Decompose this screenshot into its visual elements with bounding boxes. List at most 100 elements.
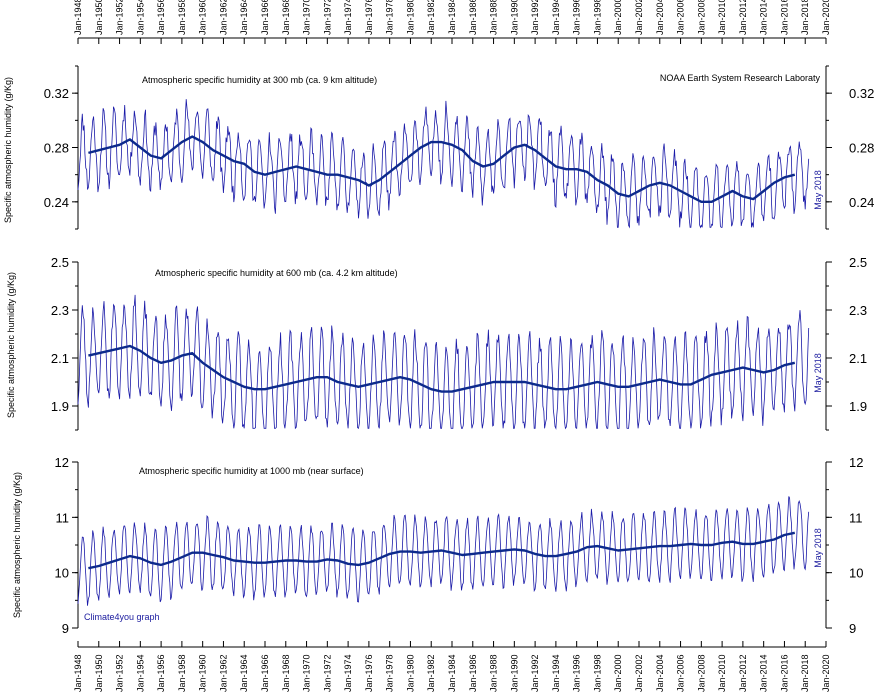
x-tick-label: Jan-2014: [759, 654, 769, 692]
panel-1000mb: Atmospheric specific humidity at 1000 mb…: [12, 455, 863, 636]
x-tick-label: Jan-2002: [634, 654, 644, 692]
x-tick-label: Jan-2008: [696, 654, 706, 692]
y-tick-label-right: 0.32: [849, 86, 874, 101]
x-tick-label: Jan-1996: [572, 654, 582, 692]
y-tick-label-left: 2.5: [51, 255, 69, 270]
date-label: May 2018: [813, 528, 823, 568]
y-tick-label-left: 12: [55, 455, 69, 470]
x-tick-label: Jan-1992: [530, 0, 540, 35]
x-tick-label: Jan-2020: [821, 0, 831, 35]
x-tick-label: Jan-2004: [655, 654, 665, 692]
monthly-series-line: [77, 99, 810, 229]
panel-300mb: Atmospheric specific humidity at 300 mb …: [3, 65, 874, 230]
x-tick-label: Jan-2010: [717, 0, 727, 35]
y-tick-label-right: 11: [849, 510, 863, 525]
y-tick-label-left: 2.3: [51, 303, 69, 318]
x-tick-label: Jan-1994: [551, 0, 561, 35]
y-tick-label-left: 11: [56, 510, 70, 525]
x-tick-label: Jan-1976: [364, 0, 374, 35]
x-tick-label: Jan-1998: [592, 0, 602, 35]
y-tick-label-right: 2.5: [849, 255, 867, 270]
y-tick-label-left: 0.24: [44, 195, 69, 210]
x-tick-label: Jan-2002: [634, 0, 644, 35]
date-label: May 2018: [813, 170, 823, 210]
bottom-year-axis: Jan-1948 Jan-1950 Jan-1952 Jan-1954 Jan-1956…: [73, 641, 831, 692]
x-tick-label: Jan-1980: [405, 654, 415, 692]
x-tick-label: Jan-1966: [260, 0, 270, 35]
x-tick-label: Jan-1998: [592, 654, 602, 692]
monthly-series-line: [77, 496, 810, 606]
x-tick-label: Jan-1996: [572, 0, 582, 35]
x-tick-label: Jan-1958: [177, 654, 187, 692]
monthly-series-line: [77, 294, 810, 430]
date-label: May 2018: [813, 353, 823, 393]
x-tick-label: Jan-1948: [73, 0, 83, 35]
smoothed-series-line: [88, 135, 796, 203]
x-tick-label: Jan-2000: [613, 654, 623, 692]
x-tick-label: Jan-1986: [468, 0, 478, 35]
x-tick-label: Jan-2018: [800, 654, 810, 692]
panel-title: Atmospheric specific humidity at 600 mb …: [155, 268, 398, 278]
x-tick-label: Jan-1948: [73, 654, 83, 692]
y-tick-label-right: 9: [849, 621, 856, 636]
y-tick-label-right: 1.9: [849, 399, 867, 414]
panel-title: Atmospheric specific humidity at 1000 mb…: [139, 466, 364, 476]
x-tick-label: Jan-1950: [94, 0, 104, 35]
x-tick-label: Jan-2016: [779, 0, 789, 35]
x-tick-label: Jan-1982: [426, 654, 436, 692]
x-tick-label: Jan-1972: [322, 654, 332, 692]
x-tick-label: Jan-1964: [239, 0, 249, 35]
x-tick-label: Jan-1976: [364, 654, 374, 692]
smoothed-series-line: [88, 344, 796, 393]
x-tick-label: Jan-1954: [135, 0, 145, 35]
x-tick-label: Jan-1990: [509, 0, 519, 35]
x-tick-label: Jan-1974: [343, 654, 353, 692]
x-tick-label: Jan-1968: [281, 0, 291, 35]
x-tick-label: Jan-1984: [447, 654, 457, 692]
x-tick-label: Jan-1990: [509, 654, 519, 692]
x-tick-label: Jan-1974: [343, 0, 353, 35]
x-tick-label: Jan-1966: [260, 654, 270, 692]
x-tick-label: Jan-1978: [385, 0, 395, 35]
x-tick-label: Jan-2000: [613, 0, 623, 35]
x-tick-label: Jan-1956: [156, 654, 166, 692]
panel-600mb: Atmospheric specific humidity at 600 mb …: [6, 255, 867, 431]
x-tick-label: Jan-1970: [302, 654, 312, 692]
x-tick-label: Jan-2010: [717, 654, 727, 692]
x-tick-label: Jan-1984: [447, 0, 457, 35]
y-tick-label-right: 12: [849, 455, 863, 470]
x-tick-label: Jan-1992: [530, 654, 540, 692]
x-tick-label: Jan-1982: [426, 0, 436, 35]
x-tick-label: Jan-1970: [302, 0, 312, 35]
y-axis-label: Specific atmospheric humidity (g/Kg): [6, 272, 16, 418]
x-tick-label: Jan-2012: [738, 0, 748, 35]
x-tick-label: Jan-1968: [281, 654, 291, 692]
x-tick-label: Jan-2018: [800, 0, 810, 35]
x-tick-label: Jan-1954: [135, 654, 145, 692]
x-tick-label: Jan-1986: [468, 654, 478, 692]
x-tick-label: Jan-2008: [696, 0, 706, 35]
source-credit: NOAA Earth System Research Laboraty: [660, 73, 821, 83]
y-axis-label: Specific atmospheric humidity (g/Kg): [3, 77, 13, 223]
x-tick-label: Jan-2016: [779, 654, 789, 692]
y-tick-label-right: 10: [849, 566, 863, 581]
y-tick-label-left: 9: [62, 621, 69, 636]
x-tick-label: Jan-1994: [551, 654, 561, 692]
y-tick-label-left: 2.1: [51, 351, 69, 366]
x-tick-label: Jan-1958: [177, 0, 187, 35]
x-tick-label: Jan-2020: [821, 654, 831, 692]
x-tick-label: Jan-1962: [218, 0, 228, 35]
x-tick-label: Jan-2004: [655, 0, 665, 35]
x-tick-label: Jan-1964: [239, 654, 249, 692]
y-tick-label-left: 0.28: [44, 141, 69, 156]
x-tick-label: Jan-1978: [385, 654, 395, 692]
x-tick-label: Jan-1988: [489, 654, 499, 692]
x-tick-label: Jan-2012: [738, 654, 748, 692]
top-year-axis: Jan-1948 Jan-1950 Jan-1952 Jan-1954 Jan-1956…: [73, 0, 831, 44]
y-tick-label-right: 2.1: [849, 351, 867, 366]
x-tick-label: Jan-1988: [489, 0, 499, 35]
graph-credit: Climate4you graph: [84, 612, 160, 622]
y-tick-label-right: 2.3: [849, 303, 867, 318]
x-tick-label: Jan-1962: [218, 654, 228, 692]
